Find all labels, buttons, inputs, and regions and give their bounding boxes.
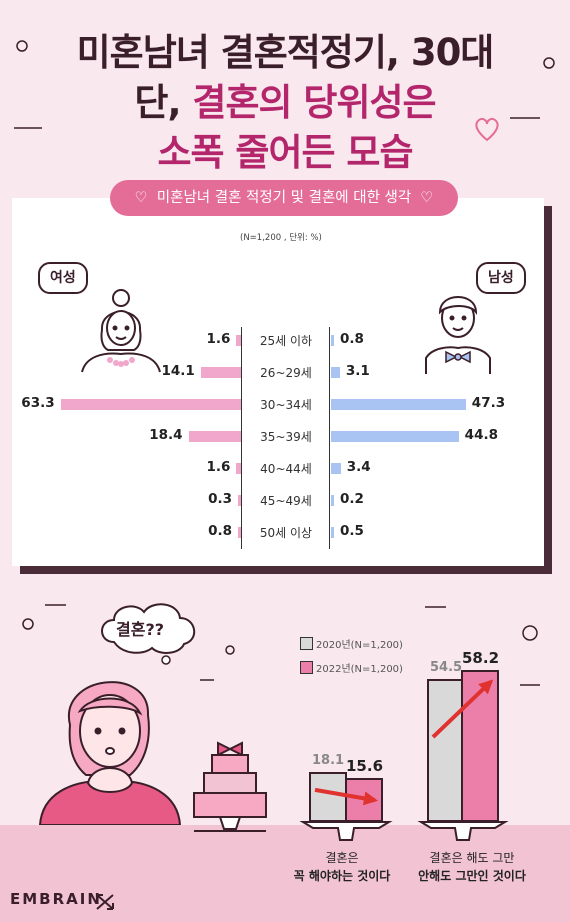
trend-arrow-head xyxy=(362,791,378,806)
female-value: 18.4 xyxy=(149,427,183,443)
brand-mark-icon xyxy=(96,894,114,910)
male-value: 0.2 xyxy=(340,491,364,507)
male-value: 3.4 xyxy=(346,459,371,475)
male-bar xyxy=(331,335,334,346)
column-stand xyxy=(299,821,393,841)
legend-2020-swatch xyxy=(300,637,313,650)
age-label: 40~44세 xyxy=(260,462,312,476)
age-label: 50세 이상 xyxy=(259,526,313,540)
headline-line-2: 단, 결혼의 당위성은 xyxy=(134,81,436,124)
heart-icon xyxy=(475,117,499,142)
male-value: 3.1 xyxy=(345,363,370,379)
male-tag: 남성 xyxy=(476,262,526,294)
floor-band xyxy=(0,825,570,922)
age-label: 35~39세 xyxy=(260,430,312,444)
male-bar xyxy=(331,527,334,538)
bar-2022 xyxy=(461,669,499,822)
age-label: 25세 이하 xyxy=(259,334,313,348)
female-bar xyxy=(188,431,241,442)
male-value: 0.5 xyxy=(340,523,364,539)
age-label: 26~29세 xyxy=(260,366,312,380)
female-bar xyxy=(60,399,241,410)
brand-logo: EMBRAIN xyxy=(10,890,102,908)
thought-text: 결혼?? xyxy=(116,620,165,639)
female-value: 1.6 xyxy=(206,331,231,347)
male-bar xyxy=(331,367,340,378)
male-value: 44.8 xyxy=(464,427,498,443)
female-value: 63.3 xyxy=(21,395,55,411)
age-chart-panel xyxy=(12,198,544,566)
male-value: 0.8 xyxy=(340,331,364,347)
chart-title: 미혼남녀 결혼 적정기 및 결혼에 대한 생각 xyxy=(156,190,412,206)
headline-accent: 결혼의 당위성은 xyxy=(192,81,436,124)
female-value: 0.8 xyxy=(208,523,232,539)
value-2022: 15.6 xyxy=(346,757,384,776)
headline-line-1: 미혼남녀 결혼적정기, 30대 xyxy=(76,31,495,74)
legend-2022-label: 2022년(N=1,200) xyxy=(316,664,403,675)
female-value: 1.6 xyxy=(206,459,231,475)
headline: 미혼남녀 결혼적정기, 30대 단, 결혼의 당위성은 소폭 줄어든 모습 xyxy=(0,28,570,178)
male-person-icon xyxy=(425,296,491,374)
headline-line-3: 소폭 줄어든 모습 xyxy=(157,131,413,174)
value-2020: 18.1 xyxy=(312,752,345,768)
value-2020: 54.5 xyxy=(430,660,463,676)
female-bar xyxy=(238,527,241,538)
female-value: 14.1 xyxy=(161,363,195,379)
female-bar xyxy=(236,335,241,346)
woman-thinking-icon xyxy=(38,681,182,825)
male-bar xyxy=(331,495,334,506)
right-axis xyxy=(329,327,330,549)
male-bar xyxy=(331,399,466,410)
male-bar xyxy=(331,463,341,474)
left-axis xyxy=(241,327,242,549)
caption-optional-marry: 결혼은 해도 그만 안해도 그만인 것이다 xyxy=(418,851,526,883)
thought-cloud xyxy=(101,603,195,665)
female-value: 0.3 xyxy=(208,491,232,507)
male-bar xyxy=(331,431,459,442)
value-2022: 58.2 xyxy=(462,648,500,667)
female-person-icon xyxy=(81,289,161,373)
female-bar xyxy=(236,463,241,474)
female-tag: 여성 xyxy=(38,262,88,294)
chart-title-pill: ♡ 미혼남녀 결혼 적정기 및 결혼에 대한 생각 ♡ xyxy=(110,180,458,216)
female-bar xyxy=(200,367,241,378)
age-label: 45~49세 xyxy=(260,494,312,508)
column-stand xyxy=(417,821,509,841)
caption-must-marry: 결혼은 꼭 해야하는 것이다 xyxy=(293,851,391,883)
wedding-cake-icon xyxy=(193,741,267,832)
chart-note: (N=1,200 , 단위: %) xyxy=(240,233,322,243)
female-bar xyxy=(238,495,241,506)
male-value: 47.3 xyxy=(471,395,506,411)
trend-arrow-head xyxy=(478,679,494,695)
age-label: 30~34세 xyxy=(260,398,312,412)
trend-arrow-line xyxy=(431,680,493,739)
legend-2020-label: 2020년(N=1,200) xyxy=(316,640,403,651)
legend-2022-swatch xyxy=(300,661,313,674)
